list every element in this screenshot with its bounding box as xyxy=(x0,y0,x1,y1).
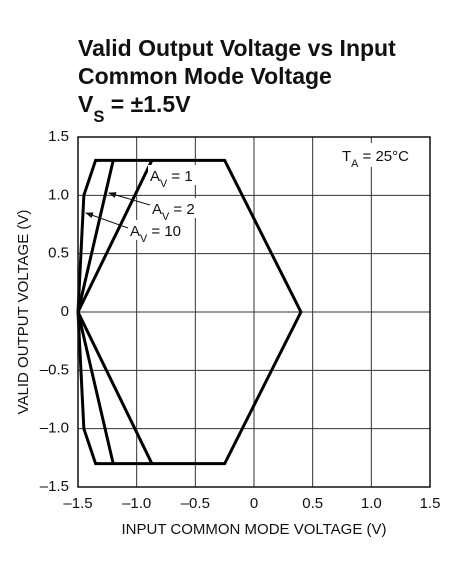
x-tick-label: 1.0 xyxy=(361,495,382,512)
annotation-sub: A xyxy=(351,158,359,170)
annotation-sub: V xyxy=(140,233,148,245)
y-tick-label: –1.0 xyxy=(40,420,69,437)
x-tick-label: –1.0 xyxy=(122,495,151,512)
x-tick-label: –0.5 xyxy=(181,495,210,512)
annotation-bg xyxy=(150,198,200,218)
y-tick-label: 1.0 xyxy=(48,186,69,203)
x-tick-label: 0.5 xyxy=(302,495,323,512)
x-tick-label: 0 xyxy=(250,495,258,512)
y-tick-label: 1.5 xyxy=(48,128,69,145)
series-line xyxy=(76,158,303,466)
grid xyxy=(77,136,431,488)
annotation-part: = 2 xyxy=(169,201,194,218)
annotation-sub: V xyxy=(160,178,168,190)
annotation-part: = 25°C xyxy=(358,148,409,165)
y-tick-label: 0 xyxy=(61,303,69,320)
x-tick-label: 1.5 xyxy=(420,495,441,512)
annotation-arrow xyxy=(85,212,129,229)
plot-frame xyxy=(77,136,431,488)
annotation-bg xyxy=(128,220,188,240)
annotation: AV = 1 xyxy=(150,168,193,190)
annotation-bg xyxy=(148,165,198,185)
chart-title: Valid Output Voltage vs Input xyxy=(78,35,396,61)
subtitle-part: = ±1.5V xyxy=(104,91,191,117)
subtitle-sub: S xyxy=(93,107,104,126)
annotation-part: = 1 xyxy=(167,168,192,185)
annotation-part: A xyxy=(152,201,162,218)
y-tick-label: –1.5 xyxy=(40,478,69,495)
subtitle-part: V xyxy=(78,91,94,117)
chart-title: Common Mode Voltage xyxy=(78,63,332,89)
x-tick-label: –1.5 xyxy=(63,495,92,512)
chart-subtitle: VS = ±1.5V xyxy=(78,91,191,126)
annotation-sub: V xyxy=(162,211,170,223)
annotation: AV = 2 xyxy=(152,201,195,223)
annotation-bg xyxy=(334,143,422,167)
x-axis-label: INPUT COMMON MODE VOLTAGE (V) xyxy=(121,521,386,538)
annotation-part: A xyxy=(130,223,140,240)
y-axis-label: VALID OUTPUT VOLTAGE (V) xyxy=(15,210,32,415)
annotation: AV = 10 xyxy=(130,223,181,245)
y-tick-label: –0.5 xyxy=(40,361,69,378)
annotation-part: A xyxy=(150,168,160,185)
annotation-part: = 10 xyxy=(147,223,181,240)
y-tick-label: 0.5 xyxy=(48,245,69,262)
annotation: TA = 25°C xyxy=(342,148,409,170)
annotation-arrow xyxy=(108,192,151,206)
annotation-part: T xyxy=(342,148,351,165)
